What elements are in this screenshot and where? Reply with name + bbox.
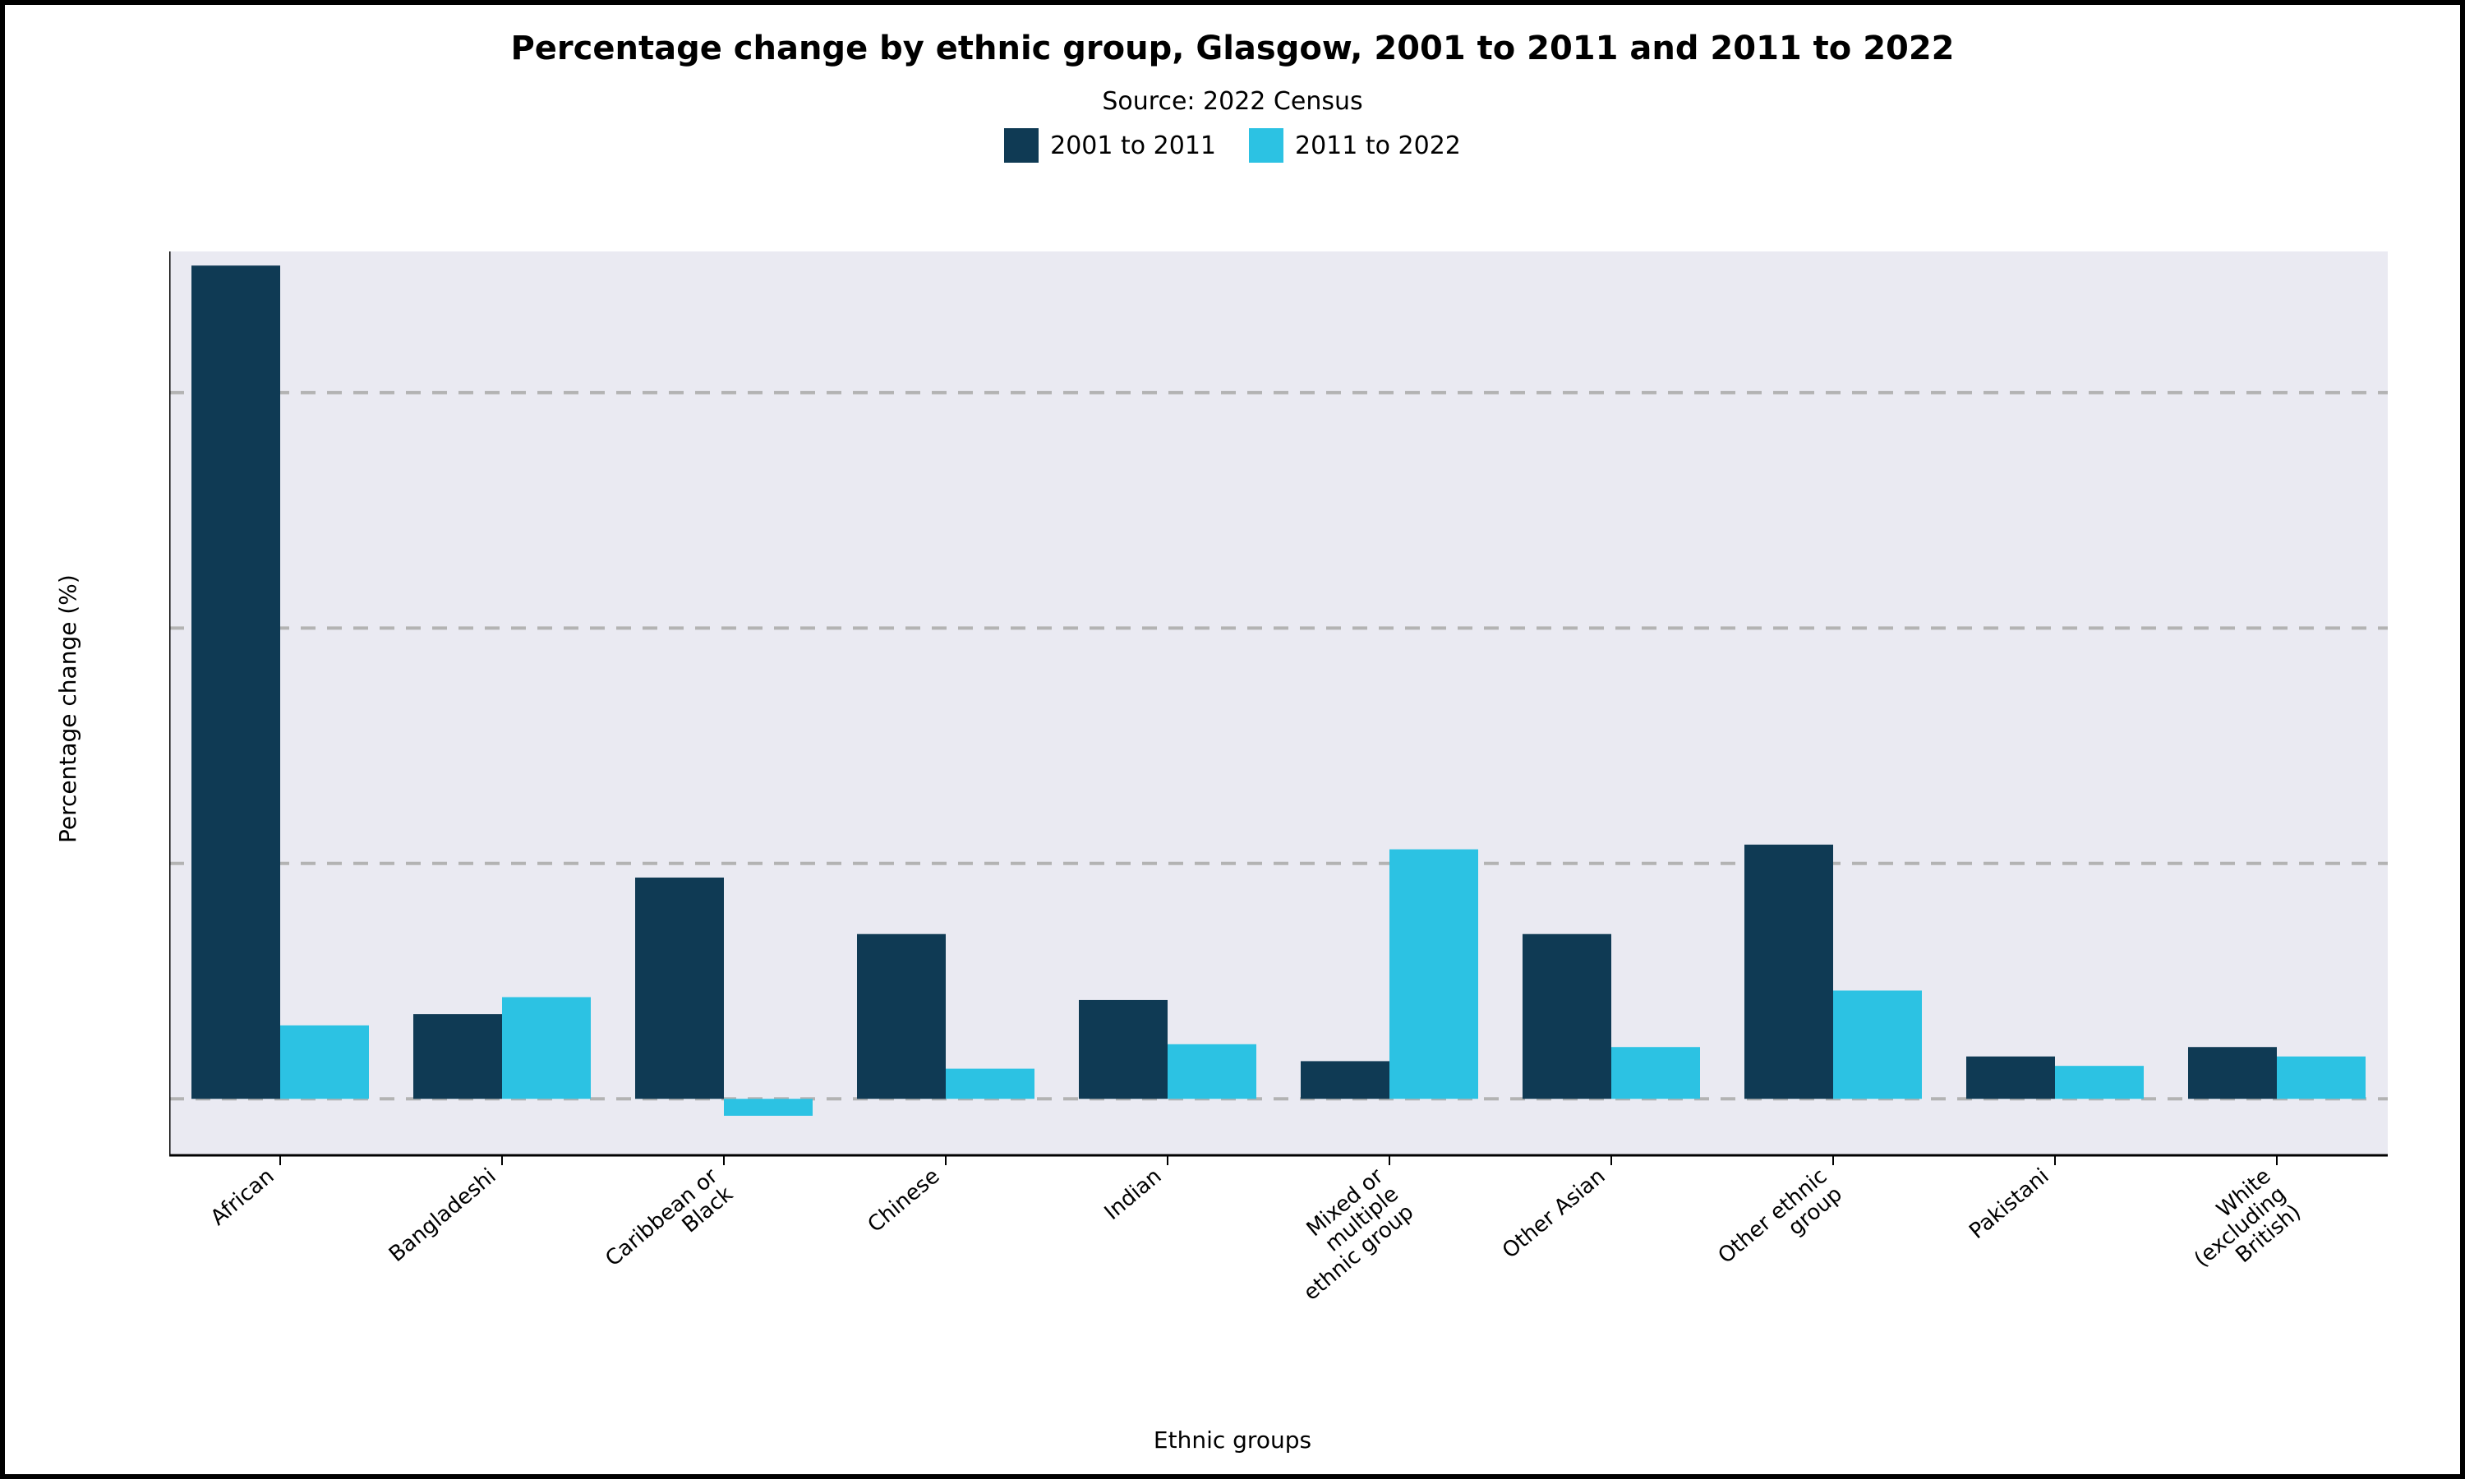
legend-swatch — [1249, 128, 1283, 163]
bar — [1833, 990, 1922, 1099]
x-axis-label: Ethnic groups — [5, 1426, 2460, 1454]
legend-swatch — [1004, 128, 1039, 163]
legend-item: 2011 to 2022 — [1249, 128, 1461, 163]
bar — [1611, 1047, 1700, 1099]
x-tick-label: Chinese — [864, 1164, 945, 1237]
chart-title: Percentage change by ethnic group, Glasg… — [5, 30, 2460, 67]
bar — [1966, 1057, 2055, 1099]
x-tick-label: African — [206, 1164, 279, 1230]
x-tick-label: Other ethnicgroup — [1714, 1164, 1847, 1287]
bar — [1168, 1044, 1256, 1099]
legend-item: 2001 to 2011 — [1004, 128, 1216, 163]
svg-text:Chinese: Chinese — [864, 1164, 945, 1237]
bar — [1301, 1061, 1389, 1099]
bar — [635, 878, 724, 1099]
x-tick-label: Mixed ormultipleethnic group — [1269, 1164, 1418, 1306]
bar — [2277, 1057, 2366, 1099]
bar — [1389, 850, 1478, 1099]
bar — [2188, 1047, 2277, 1099]
legend-label: 2011 to 2022 — [1295, 131, 1461, 160]
bar — [724, 1099, 813, 1116]
chart-frame: Percentage change by ethnic group, Glasg… — [0, 0, 2465, 1479]
bar — [946, 1069, 1034, 1099]
x-tick-label: White(excludingBritish) — [2175, 1164, 2306, 1290]
legend-label: 2001 to 2011 — [1050, 131, 1216, 160]
legend: 2001 to 2011 2011 to 2022 — [5, 128, 2460, 163]
svg-text:Pakistani: Pakistani — [1965, 1164, 2053, 1244]
bar — [280, 1025, 369, 1099]
bar — [191, 265, 280, 1099]
bar — [502, 998, 591, 1099]
bar — [857, 934, 946, 1099]
svg-text:Other Asian: Other Asian — [1498, 1164, 1610, 1263]
bar — [1744, 845, 1833, 1099]
y-axis-label: Percentage change (%) — [54, 574, 81, 843]
chart-subtitle: Source: 2022 Census — [5, 87, 2460, 116]
x-tick-label: Bangladeshi — [385, 1164, 501, 1267]
x-tick-label: Pakistani — [1965, 1164, 2053, 1244]
svg-text:Bangladeshi: Bangladeshi — [385, 1164, 501, 1267]
bar — [1523, 934, 1611, 1099]
bar — [413, 1014, 502, 1099]
x-tick-label: Indian — [1100, 1164, 1167, 1225]
x-tick-label: Other Asian — [1498, 1164, 1610, 1263]
bar — [2055, 1066, 2144, 1099]
plot-area: 0250500750AfricanBangladeshiCaribbean or… — [169, 251, 2388, 1484]
x-tick-label: Caribbean orBlack — [601, 1164, 738, 1289]
svg-text:African: African — [206, 1164, 279, 1230]
svg-text:Indian: Indian — [1100, 1164, 1167, 1225]
bar — [1079, 1000, 1168, 1099]
